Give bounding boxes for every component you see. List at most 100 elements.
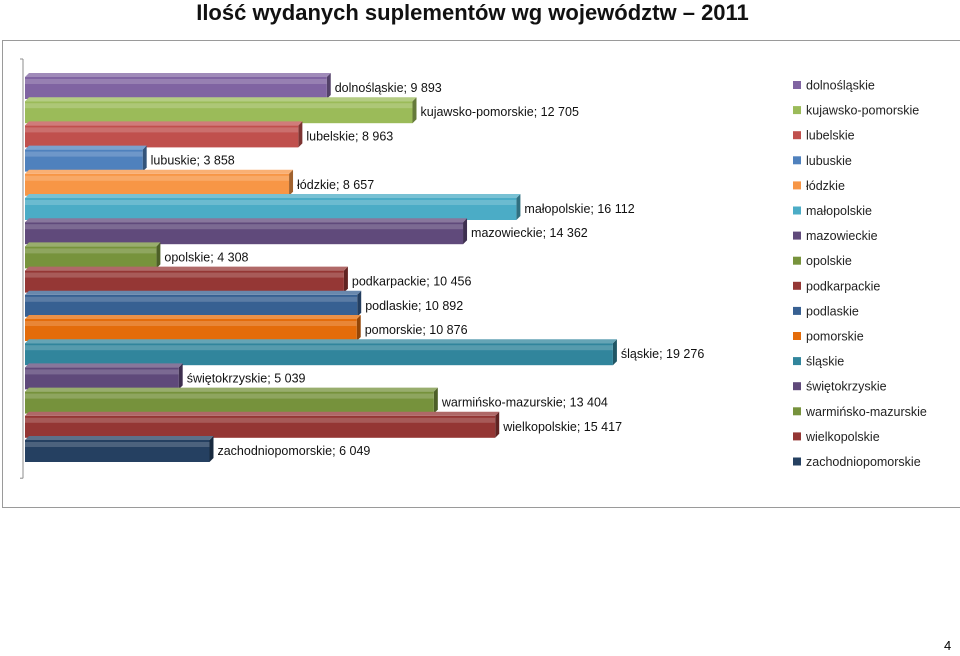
legend-item: zachodniopomorskie bbox=[793, 455, 921, 469]
bar-highlight bbox=[25, 369, 179, 375]
bar-side bbox=[433, 387, 438, 414]
legend-label: warmińsko-mazurskie bbox=[805, 405, 927, 419]
legend-item: pomorskie bbox=[793, 330, 864, 344]
data-label: mazowieckie; 14 362 bbox=[471, 226, 588, 240]
bar-highlight bbox=[25, 272, 344, 278]
bar-top bbox=[25, 121, 303, 126]
legend-label: mazowieckie bbox=[806, 229, 878, 243]
bar-side bbox=[298, 121, 303, 148]
legend-swatch bbox=[793, 231, 801, 240]
bar-face bbox=[25, 222, 464, 245]
legend-item: lubelskie bbox=[793, 129, 855, 143]
legend-item: dolnośląskie bbox=[793, 79, 875, 93]
bar bbox=[25, 218, 468, 245]
bar-top bbox=[25, 315, 361, 319]
data-label: opolskie; 4 308 bbox=[164, 250, 248, 264]
bar-side bbox=[412, 97, 417, 124]
bar-face bbox=[25, 198, 517, 220]
legend-item: podlaskie bbox=[793, 304, 859, 318]
bar-top bbox=[25, 169, 294, 174]
page-number: 4 bbox=[944, 638, 952, 653]
bar-top bbox=[25, 97, 417, 102]
bar bbox=[25, 290, 362, 317]
bar-highlight bbox=[25, 127, 299, 133]
bar bbox=[25, 436, 214, 462]
bar-face bbox=[25, 294, 358, 317]
legend-swatch bbox=[793, 332, 801, 340]
bar-side bbox=[178, 363, 183, 390]
bar-side bbox=[357, 290, 362, 317]
data-label: warmińsko-mazurskie; 13 404 bbox=[441, 396, 608, 410]
legend-swatch bbox=[793, 106, 801, 115]
bar bbox=[25, 73, 331, 99]
legend-item: świętokrzyskie bbox=[793, 380, 887, 394]
bar-highlight bbox=[25, 200, 517, 205]
bar-top bbox=[25, 266, 348, 271]
bar-face bbox=[25, 101, 413, 124]
legend-item: małopolskie bbox=[793, 204, 872, 218]
legend-label: kujawsko-pomorskie bbox=[806, 104, 919, 118]
bar-top bbox=[25, 194, 521, 198]
data-label: dolnośląskie; 9 893 bbox=[335, 81, 442, 95]
bar-top bbox=[25, 290, 362, 295]
bar-face bbox=[25, 173, 290, 196]
legend: dolnośląskie kujawsko-pomorskie lubelskie l… bbox=[793, 79, 927, 469]
bar-highlight bbox=[25, 345, 613, 351]
bar-side bbox=[156, 242, 161, 269]
legend-label: podlaskie bbox=[806, 304, 859, 318]
bar-face bbox=[25, 319, 357, 341]
bar bbox=[25, 363, 183, 390]
bar-side bbox=[463, 218, 468, 245]
legend-swatch bbox=[793, 382, 801, 391]
legend-swatch bbox=[793, 256, 801, 265]
data-label: podkarpackie; 10 456 bbox=[352, 275, 472, 289]
legend-label: zachodniopomorskie bbox=[806, 455, 921, 469]
bar-top bbox=[25, 242, 161, 247]
bar-face bbox=[25, 391, 434, 414]
bar-highlight bbox=[25, 175, 290, 181]
legend-item: śląskie bbox=[793, 355, 844, 369]
legend-item: wielkopolskie bbox=[793, 430, 880, 444]
bar-face bbox=[25, 343, 613, 366]
legend-item: warmińsko-mazurskie bbox=[793, 405, 927, 419]
bar bbox=[25, 194, 521, 220]
legend-swatch bbox=[793, 81, 801, 89]
axis bbox=[20, 58, 24, 479]
bar-face bbox=[25, 125, 299, 148]
bar-face bbox=[25, 440, 210, 462]
bar-face bbox=[25, 270, 344, 293]
legend-label: lubelskie bbox=[806, 129, 855, 143]
bar-face bbox=[25, 415, 496, 438]
bar-highlight bbox=[25, 79, 327, 84]
bar-highlight bbox=[25, 417, 496, 423]
bar-top bbox=[25, 411, 500, 416]
legend-item: mazowieckie bbox=[793, 229, 878, 243]
bar-side bbox=[612, 339, 617, 366]
bar-top bbox=[25, 363, 183, 368]
legend-label: łódzkie bbox=[806, 179, 845, 193]
bar bbox=[25, 145, 147, 172]
legend-item: łódzkie bbox=[793, 179, 845, 193]
data-label: pomorskie; 10 876 bbox=[365, 323, 468, 337]
legend-swatch bbox=[793, 156, 801, 165]
chart-svg: dolnośląskie; 9 893 kujawsko-pomorskie; 1… bbox=[20, 58, 927, 479]
data-label: lubelskie; 8 963 bbox=[306, 129, 393, 143]
bar-highlight bbox=[25, 296, 358, 302]
bar bbox=[25, 411, 500, 438]
bars bbox=[25, 73, 617, 462]
data-label: wielkopolskie; 15 417 bbox=[502, 420, 622, 434]
bar-highlight bbox=[25, 151, 143, 157]
bar-face bbox=[25, 367, 179, 390]
legend-swatch bbox=[793, 407, 801, 416]
legend-swatch bbox=[793, 306, 801, 315]
data-label: zachodniopomorskie; 6 049 bbox=[217, 444, 370, 458]
bar-highlight bbox=[25, 442, 210, 447]
bar-side bbox=[356, 315, 361, 341]
legend-label: świętokrzyskie bbox=[806, 380, 887, 394]
bar bbox=[25, 387, 438, 414]
bar bbox=[25, 121, 303, 148]
legend-label: dolnośląskie bbox=[806, 79, 875, 93]
legend-swatch bbox=[793, 281, 801, 290]
bar-highlight bbox=[25, 224, 464, 230]
data-label: podlaskie; 10 892 bbox=[365, 299, 463, 313]
